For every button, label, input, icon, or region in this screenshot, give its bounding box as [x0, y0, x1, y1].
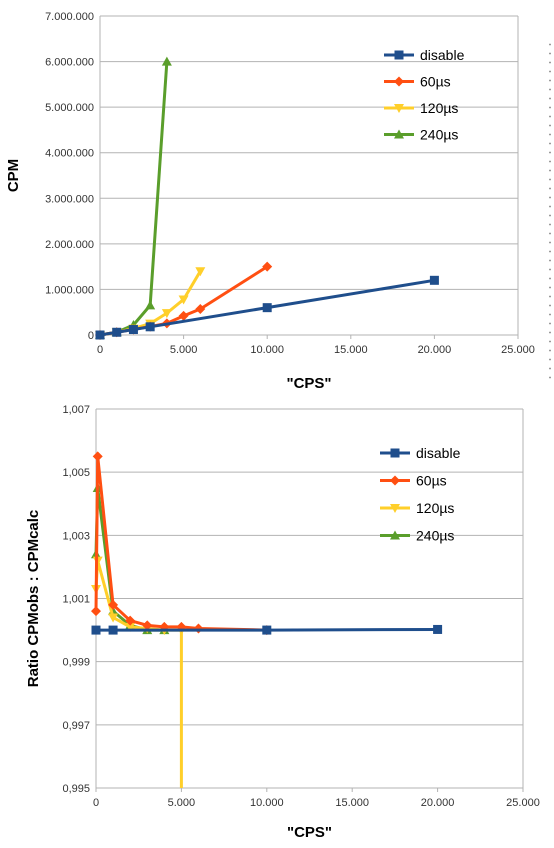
y-axis-title: CPM: [5, 159, 22, 192]
x-tick-label: 15.000: [334, 344, 368, 356]
legend-swatch-marker: [390, 530, 400, 540]
legend: disable 60µs 120µs 240µs: [384, 47, 465, 143]
y-axis-title: Ratio CPMobs : CPMcalc: [25, 510, 42, 688]
y-tick-label: 4.000.000: [45, 148, 94, 160]
series-disable: [95, 275, 439, 340]
data-point: [125, 615, 136, 626]
series-line: [94, 454, 267, 632]
series-line: [96, 627, 438, 632]
data-point: [429, 275, 439, 285]
x-tick-label: 25.000: [501, 344, 535, 356]
x-tick-label: 25.000: [506, 797, 540, 809]
x-tick-label: 20.000: [421, 797, 455, 809]
legend-swatch-marker: [390, 448, 400, 458]
series-line: [94, 486, 165, 632]
chart-cpm-vs-cps: 0 1.000.000 2.000.000 3.000.000 4.000.000 5.0…: [5, 11, 535, 392]
y-tick-label: 1,007: [62, 404, 90, 416]
legend-swatch-marker: [390, 504, 400, 513]
x-tick-label: 20.000: [418, 344, 452, 356]
data-point: [125, 622, 136, 632]
data-point: [178, 310, 189, 321]
y-tick-label: 0,999: [62, 657, 90, 669]
x-tick-label: 10.000: [250, 797, 284, 809]
data-point: [262, 625, 272, 635]
x-tick-label: 5.000: [168, 797, 196, 809]
series-240µs: [95, 56, 172, 339]
y-tick-label: 7.000.000: [45, 11, 94, 23]
legend-swatch-marker: [394, 104, 404, 113]
x-axis-title: "CPS": [286, 375, 331, 392]
legend-label: 240µs: [416, 528, 454, 544]
legend-label: disable: [420, 47, 465, 63]
data-point: [193, 623, 204, 634]
legend-label: 60µs: [416, 473, 447, 489]
data-point: [142, 620, 153, 631]
y-tick-label: 3.000.000: [45, 193, 94, 205]
legend-label: 120µs: [420, 100, 458, 116]
data-point: [433, 624, 443, 634]
series-120µs: [91, 556, 187, 788]
legend-label: 120µs: [416, 500, 454, 516]
y-tick-label: 0,995: [62, 783, 90, 795]
legend-swatch-marker: [394, 50, 404, 60]
y-tick-label: 0: [88, 330, 94, 342]
data-point: [161, 56, 172, 66]
data-point: [145, 322, 155, 332]
data-point: [195, 267, 206, 277]
data-point: [161, 309, 172, 319]
x-tick-label: 5.000: [170, 344, 198, 356]
x-tick-label: 0: [97, 344, 103, 356]
data-point: [195, 304, 206, 315]
y-tick-label: 1,001: [62, 594, 90, 606]
y-tick-label: 6.000.000: [45, 57, 94, 69]
data-point: [108, 599, 119, 610]
y-tick-label: 1,005: [62, 467, 90, 479]
y-tick-label: 0,997: [62, 720, 90, 732]
data-point: [92, 451, 103, 462]
x-tick-label: 15.000: [335, 797, 369, 809]
data-point: [128, 325, 138, 335]
data-point: [145, 300, 156, 310]
legend: disable 60µs 120µs 240µs: [380, 445, 461, 544]
series-line: [94, 559, 183, 788]
data-point: [91, 625, 101, 635]
legend-label: 240µs: [420, 127, 458, 143]
data-point: [91, 606, 101, 617]
y-tick-label: 2.000.000: [45, 239, 94, 251]
decorative-dotted-edge: [548, 40, 552, 380]
data-point: [262, 303, 272, 313]
data-point: [178, 295, 189, 305]
x-axis-title: "CPS": [287, 824, 332, 841]
data-point: [95, 330, 105, 340]
chart-ratio-vs-cps: 0,995 0,997 0,999 1,001 1,003 1,005 1,007 0 5.00…: [25, 404, 540, 841]
y-tick-label: 1.000.000: [45, 284, 94, 296]
series-60µs: [91, 451, 272, 636]
x-tick-label: 0: [93, 797, 99, 809]
data-point: [108, 613, 119, 623]
y-tick-label: 1,003: [62, 530, 90, 542]
data-point: [262, 261, 273, 272]
x-tick-label: 10.000: [250, 344, 284, 356]
data-point: [108, 625, 118, 635]
series-disable: [91, 624, 443, 635]
legend-swatch-marker: [394, 129, 404, 139]
legend-label: disable: [416, 445, 461, 461]
legend-swatch-marker: [390, 475, 400, 486]
legend-label: 60µs: [420, 74, 451, 90]
legend-swatch-marker: [394, 76, 404, 87]
y-tick-label: 5.000.000: [45, 102, 94, 114]
data-point: [112, 327, 122, 337]
